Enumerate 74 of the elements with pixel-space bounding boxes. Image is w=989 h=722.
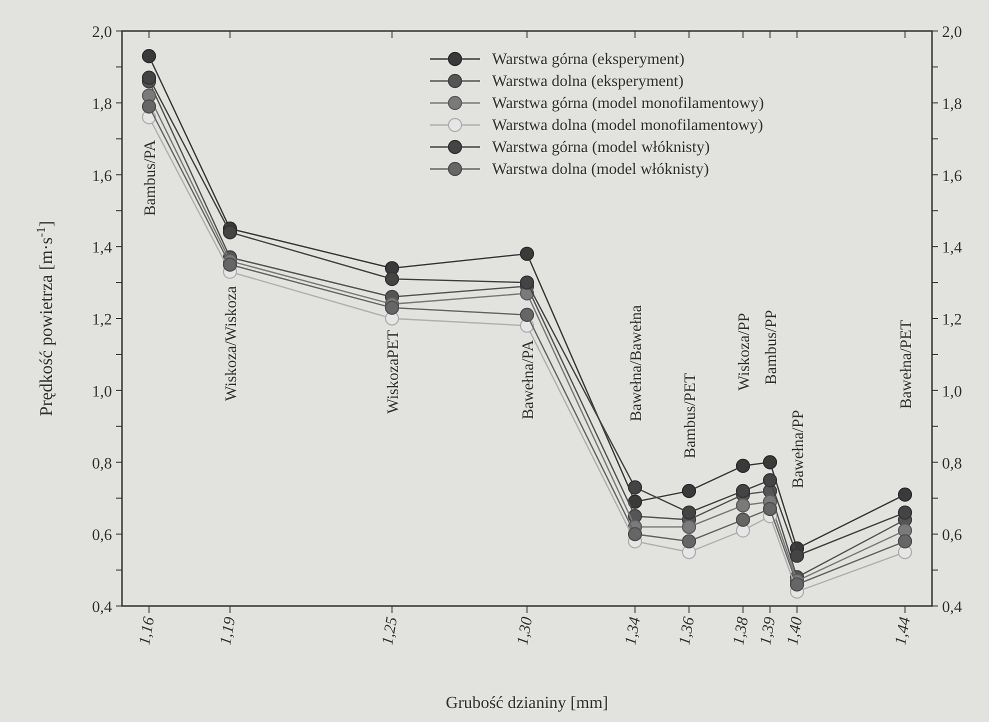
point — [222, 257, 238, 272]
legend-label: Warstwa dolna (model monofilamentowy) — [492, 117, 764, 134]
x-tick-label: 1,38 — [730, 616, 752, 646]
x-tick-label: 1,44 — [892, 616, 914, 646]
legend-label: Warstwa górna (eksperyment) — [492, 51, 684, 68]
annotation: Bawełna/PP — [790, 410, 807, 488]
annotation: WiskozaPET — [385, 330, 402, 414]
point — [520, 275, 534, 290]
y-tick-label: 1,8 — [92, 96, 112, 113]
point — [384, 272, 400, 286]
x-tick-label: 1,36 — [676, 616, 698, 646]
x-tick-label: 1,25 — [379, 616, 401, 646]
y2-tick-label: 2,0 — [942, 24, 962, 41]
annotation: Bawełna/PA — [520, 340, 537, 420]
point — [222, 225, 238, 240]
y-tick-label: 1,0 — [92, 383, 112, 400]
point — [384, 300, 400, 315]
annotation: Bambus/PET — [682, 372, 699, 458]
point — [142, 70, 156, 85]
legend-label: Warstwa dolna (eksperyment) — [492, 73, 684, 90]
point — [736, 498, 750, 512]
point — [736, 458, 750, 473]
point — [736, 484, 750, 498]
legend-label: Warstwa górna (model monofilamentowy) — [492, 95, 764, 112]
point — [898, 505, 912, 520]
x-tick-label: 1,19 — [217, 616, 239, 646]
x-tick-label: 1,39 — [757, 616, 779, 646]
point — [762, 455, 778, 470]
x-tick-label: 1,40 — [784, 616, 806, 646]
legend-label: Warstwa dolna (model włóknisty) — [492, 161, 709, 178]
point — [682, 534, 696, 548]
y2-tick-label: 1,6 — [942, 168, 962, 185]
x-axis-title: Grubość dzianiny [mm] — [446, 693, 608, 712]
point — [736, 512, 750, 527]
point — [682, 520, 696, 534]
point — [520, 308, 534, 322]
y2-tick-label: 0,6 — [942, 527, 962, 544]
y2-tick-label: 1,4 — [942, 240, 962, 257]
point — [628, 527, 642, 542]
x-tick-label: 1,30 — [514, 616, 536, 646]
y2-tick-label: 0,4 — [942, 599, 962, 616]
point — [762, 502, 778, 516]
y2-tick-label: 1,2 — [942, 312, 962, 328]
annotation: Bawełna/Bawełna — [628, 305, 645, 422]
annotation: Wiskoza/Wiskoza — [223, 286, 240, 402]
point — [682, 484, 696, 498]
y2-tick-label: 1,8 — [942, 96, 962, 113]
annotation: Wiskoza/PP — [736, 312, 753, 391]
point — [762, 473, 778, 488]
point — [898, 534, 912, 548]
y-tick-label: 0,8 — [92, 455, 112, 472]
point — [142, 99, 156, 114]
annotation: Bambus/PP — [763, 310, 780, 385]
annotation: Bambus/PA — [142, 140, 159, 216]
point — [628, 480, 642, 495]
point — [898, 487, 912, 502]
y-tick-label: 1,6 — [92, 168, 112, 185]
legend-label: Warstwa górna (model włóknisty) — [492, 139, 710, 156]
point — [682, 505, 696, 520]
y-tick-label: 0,6 — [92, 527, 112, 544]
point — [790, 577, 804, 592]
y2-tick-label: 0,8 — [942, 455, 962, 472]
point — [520, 246, 534, 261]
y-tick-label: 1,2 — [92, 312, 112, 328]
point — [628, 494, 642, 509]
y-tick-label: 1,4 — [92, 240, 112, 257]
y-tick-label: 0,4 — [92, 599, 112, 616]
y2-tick-label: 1,0 — [942, 383, 962, 400]
annotation: Bawełna/PET — [898, 320, 915, 409]
point — [142, 49, 156, 64]
x-tick-label: 1,16 — [136, 616, 158, 646]
y-tick-label: 2,0 — [92, 24, 112, 41]
x-tick-label: 1,34 — [622, 616, 644, 646]
point — [790, 548, 804, 563]
